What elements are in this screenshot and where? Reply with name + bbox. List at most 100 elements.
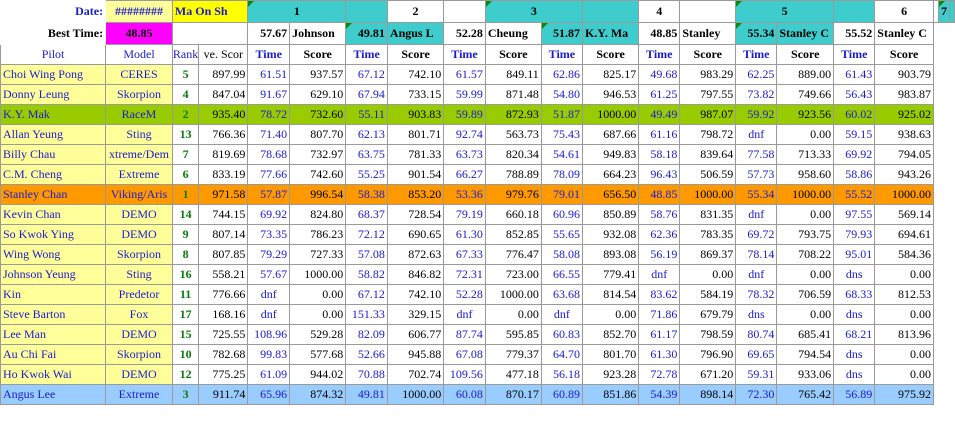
pilot-cell[interactable]: Lee Man	[0, 324, 107, 345]
rank-cell[interactable]: 6	[171, 164, 200, 185]
round-6-score-header[interactable]: Score	[776, 44, 835, 65]
score-cell[interactable]: 584.19	[679, 284, 737, 305]
score-cell[interactable]: 0.00	[581, 304, 640, 325]
score-cell[interactable]: 839.64	[679, 144, 737, 165]
score-cell[interactable]: 679.79	[679, 304, 737, 325]
score-cell[interactable]: 898.14	[679, 384, 737, 405]
round-6-time-header[interactable]: Time	[735, 44, 778, 65]
score-cell[interactable]: 664.23	[581, 164, 640, 185]
score-cell[interactable]: 872.93	[484, 104, 542, 125]
time-cell[interactable]: 55.25	[345, 164, 388, 185]
time-cell[interactable]: 67.12	[345, 64, 388, 85]
score-cell[interactable]: 0.00	[776, 124, 835, 145]
time-cell[interactable]: 55.52	[833, 184, 876, 205]
model-cell[interactable]: DEMO	[105, 324, 173, 345]
round-6-best-pilot[interactable]: Stanley C	[776, 22, 835, 45]
time-cell[interactable]: 54.39	[638, 384, 681, 405]
rank-cell[interactable]: 2	[171, 104, 200, 125]
time-cell[interactable]: dns	[735, 304, 778, 325]
time-cell[interactable]: 56.19	[638, 244, 681, 265]
ave-score-cell[interactable]: 744.15	[198, 204, 249, 225]
score-cell[interactable]: 0.00	[874, 264, 934, 285]
score-cell[interactable]: 742.10	[386, 64, 445, 85]
score-cell[interactable]: 687.66	[581, 124, 640, 145]
round-3-score-header[interactable]: Score	[484, 44, 542, 65]
time-cell[interactable]: 62.86	[540, 64, 583, 85]
time-cell[interactable]: dnf	[443, 304, 486, 325]
round-2-best-time[interactable]: 49.81	[345, 22, 388, 45]
time-cell[interactable]: 96.43	[638, 164, 681, 185]
score-cell[interactable]: 702.74	[386, 364, 445, 385]
score-cell[interactable]: 506.59	[679, 164, 737, 185]
rank-cell[interactable]: 16	[171, 264, 200, 285]
time-cell[interactable]: 56.89	[833, 384, 876, 405]
score-cell[interactable]: 846.82	[386, 264, 445, 285]
score-cell[interactable]: 813.96	[874, 324, 934, 345]
round-4-best-pilot[interactable]: K.Y. Ma	[581, 22, 640, 45]
round-3-time-header[interactable]: Time	[443, 44, 486, 65]
ave-score-cell[interactable]: 807.85	[198, 244, 249, 265]
model-cell[interactable]: CERES	[105, 64, 173, 85]
score-cell[interactable]: 606.77	[386, 324, 445, 345]
round-3-number[interactable]: 3	[484, 0, 583, 23]
time-cell[interactable]: dnf	[638, 264, 681, 285]
score-cell[interactable]: 797.55	[679, 84, 737, 105]
score-cell[interactable]: 727.33	[289, 244, 347, 265]
time-cell[interactable]: 78.68	[247, 144, 291, 165]
round-5-blank[interactable]	[833, 0, 876, 23]
time-cell[interactable]: 97.55	[833, 204, 876, 225]
score-cell[interactable]: 853.20	[386, 184, 445, 205]
time-cell[interactable]: 99.83	[247, 344, 291, 365]
model-cell[interactable]: Sting	[105, 264, 173, 285]
time-cell[interactable]: 54.61	[540, 144, 583, 165]
model-cell[interactable]: DEMO	[105, 224, 173, 245]
time-cell[interactable]: 57.67	[247, 264, 291, 285]
time-cell[interactable]: 66.55	[540, 264, 583, 285]
time-cell[interactable]: 68.33	[833, 284, 876, 305]
score-cell[interactable]: 477.18	[484, 364, 542, 385]
time-cell[interactable]: 72.30	[735, 384, 778, 405]
time-cell[interactable]: 64.70	[540, 344, 583, 365]
time-cell[interactable]: dns	[833, 304, 876, 325]
time-cell[interactable]: dnf	[735, 204, 778, 225]
score-cell[interactable]: 949.83	[581, 144, 640, 165]
score-cell[interactable]: 937.57	[289, 64, 347, 85]
time-cell[interactable]: 66.27	[443, 164, 486, 185]
score-cell[interactable]: 801.70	[581, 344, 640, 365]
time-cell[interactable]: 69.65	[735, 344, 778, 365]
score-cell[interactable]: 943.26	[874, 164, 934, 185]
score-cell[interactable]: 1000.00	[484, 284, 542, 305]
time-cell[interactable]: 59.99	[443, 84, 486, 105]
model-cell[interactable]: RaceM	[105, 104, 173, 125]
time-cell[interactable]: 70.88	[345, 364, 388, 385]
score-cell[interactable]: 901.54	[386, 164, 445, 185]
score-cell[interactable]: 786.23	[289, 224, 347, 245]
round-5-score-header[interactable]: Score	[679, 44, 737, 65]
pilot-cell[interactable]: Donny Leung	[0, 84, 107, 105]
ave-score-cell[interactable]: 935.40	[198, 104, 249, 125]
score-cell[interactable]: 0.00	[289, 304, 347, 325]
pilot-cell[interactable]: Au Chi Fai	[0, 344, 107, 365]
rank-cell[interactable]: 15	[171, 324, 200, 345]
rank-column-header[interactable]: Rank	[171, 44, 200, 65]
time-cell[interactable]: 59.89	[443, 104, 486, 125]
pilot-cell[interactable]: Stanley Chan	[0, 184, 107, 205]
round-2-blank[interactable]	[443, 0, 486, 23]
time-cell[interactable]: 63.73	[443, 144, 486, 165]
pilot-cell[interactable]: Ho Kwok Wai	[0, 364, 107, 385]
pilot-cell[interactable]: C.M. Cheng	[0, 164, 107, 185]
round-3-blank[interactable]	[581, 0, 640, 23]
rank-cell[interactable]: 3	[171, 384, 200, 405]
score-cell[interactable]: 923.28	[581, 364, 640, 385]
score-cell[interactable]: 0.00	[776, 304, 835, 325]
score-cell[interactable]: 742.60	[289, 164, 347, 185]
score-cell[interactable]: 595.85	[484, 324, 542, 345]
rank-cell[interactable]: 4	[171, 84, 200, 105]
score-cell[interactable]: 781.33	[386, 144, 445, 165]
time-cell[interactable]: 61.17	[638, 324, 681, 345]
score-cell[interactable]: 629.10	[289, 84, 347, 105]
time-cell[interactable]: dnf	[247, 304, 291, 325]
time-cell[interactable]: 65.96	[247, 384, 291, 405]
ave-score-cell[interactable]: 782.68	[198, 344, 249, 365]
score-cell[interactable]: 794.05	[874, 144, 934, 165]
